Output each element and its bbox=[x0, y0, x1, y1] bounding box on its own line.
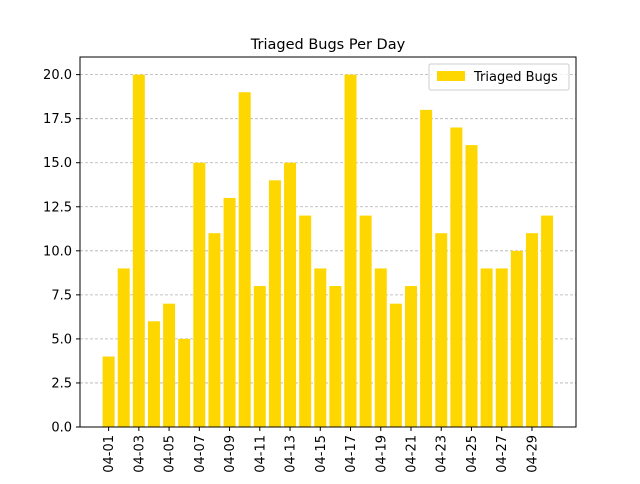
bar-04-14 bbox=[299, 215, 312, 427]
y-tick-label: 7.5 bbox=[51, 288, 72, 303]
y-tick-label: 15.0 bbox=[43, 156, 72, 171]
bar-04-10 bbox=[238, 92, 251, 427]
x-tick-label: 04-09 bbox=[223, 435, 238, 473]
bar-04-27 bbox=[495, 268, 508, 427]
bar-04-11 bbox=[253, 286, 266, 427]
x-tick-label: 04-21 bbox=[405, 435, 420, 473]
bar-04-01 bbox=[102, 356, 115, 427]
x-tick-label: 04-29 bbox=[525, 435, 540, 473]
bar-04-24 bbox=[450, 127, 463, 427]
bar-04-05 bbox=[163, 303, 176, 427]
x-axis-ticks: 04-01 04-03 04-05 04-07 04-09 04-11 04-13 04-15… bbox=[102, 427, 540, 473]
x-tick-label: 04-27 bbox=[495, 435, 510, 473]
bar-04-19 bbox=[374, 268, 387, 427]
bar-04-30 bbox=[541, 215, 554, 427]
bar-04-03 bbox=[132, 74, 145, 427]
bars bbox=[102, 74, 554, 427]
legend-label: Triaged Bugs bbox=[473, 70, 558, 85]
bar-04-07 bbox=[193, 162, 206, 427]
bar-04-08 bbox=[208, 233, 221, 427]
bar-04-18 bbox=[359, 215, 372, 427]
x-tick-label: 04-15 bbox=[314, 435, 329, 473]
plot-frame bbox=[79, 56, 577, 428]
x-tick-label: 04-11 bbox=[253, 435, 268, 473]
y-tick-label: 10.0 bbox=[43, 244, 72, 259]
legend-box bbox=[428, 63, 570, 91]
bar-04-13 bbox=[284, 162, 297, 427]
bar-04-21 bbox=[405, 286, 417, 427]
x-tick-label: 04-25 bbox=[465, 435, 480, 473]
x-tick-label: 04-05 bbox=[163, 435, 178, 473]
bar-04-26 bbox=[480, 268, 493, 427]
y-tick-label: 2.5 bbox=[51, 376, 72, 391]
y-axis-ticks: 0.0 2.5 5.0 7.5 10.0 12.5 15.0 17.5 20.0 bbox=[43, 68, 80, 436]
x-tick-label: 04-17 bbox=[344, 435, 359, 473]
bar-04-22 bbox=[420, 109, 433, 427]
bar-04-28 bbox=[510, 250, 523, 427]
chart-title: Triaged Bugs Per Day bbox=[250, 37, 406, 53]
bar-04-23 bbox=[435, 233, 448, 427]
bar-04-20 bbox=[389, 303, 402, 427]
legend: Triaged Bugs bbox=[428, 63, 570, 91]
bar-04-09 bbox=[223, 197, 236, 427]
bar-04-02 bbox=[117, 268, 130, 427]
x-tick-label: 04-01 bbox=[102, 435, 117, 473]
bar-04-16 bbox=[329, 286, 342, 427]
grid-lines bbox=[80, 74, 576, 428]
y-tick-label: 17.5 bbox=[43, 112, 72, 127]
y-tick-label: 12.5 bbox=[43, 200, 72, 215]
x-tick-label: 04-23 bbox=[435, 435, 450, 473]
legend-swatch bbox=[437, 71, 465, 81]
bar-04-12 bbox=[268, 180, 281, 427]
x-tick-label: 04-03 bbox=[132, 435, 147, 473]
bar-04-04 bbox=[147, 321, 160, 427]
bar-04-25 bbox=[465, 145, 478, 427]
bar-04-15 bbox=[314, 268, 327, 427]
x-tick-label: 04-19 bbox=[374, 435, 389, 473]
y-tick-label: 0.0 bbox=[51, 421, 72, 436]
bar-04-29 bbox=[525, 233, 538, 427]
y-tick-label: 5.0 bbox=[51, 332, 72, 347]
y-tick-label: 20.0 bbox=[43, 68, 72, 83]
x-tick-label: 04-07 bbox=[193, 435, 208, 473]
bar-04-06 bbox=[178, 338, 191, 427]
x-tick-label: 04-13 bbox=[284, 435, 299, 473]
bar-04-17 bbox=[344, 74, 357, 427]
